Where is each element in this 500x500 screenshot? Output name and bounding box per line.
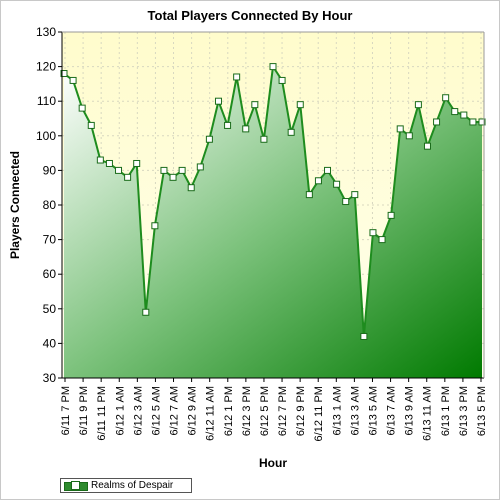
data-point: [105, 159, 113, 167]
data-point: [96, 156, 104, 164]
data-point: [333, 180, 341, 188]
data-point: [260, 135, 268, 143]
x-tick-label: 6/12 7 PM: [277, 386, 289, 436]
data-point: [133, 159, 141, 167]
x-tick-label: 6/13 7 AM: [386, 386, 398, 436]
data-point: [314, 177, 322, 185]
x-tick-label: 6/12 5 AM: [150, 386, 162, 436]
x-tick-label: 6/12 11 PM: [313, 386, 325, 441]
data-point: [460, 111, 468, 119]
x-tick-label: 6/12 3 AM: [132, 386, 144, 436]
x-tick-label: 6/12 5 PM: [259, 386, 271, 436]
x-tick-label: 6/13 9 AM: [404, 386, 416, 436]
x-tick-label: 6/11 7 PM: [60, 386, 72, 435]
legend-marker-icon: [71, 481, 80, 490]
data-point: [478, 118, 486, 126]
data-point: [433, 118, 441, 126]
data-point: [69, 76, 77, 84]
data-point: [378, 236, 386, 244]
data-point: [87, 121, 95, 129]
data-point: [124, 173, 132, 181]
data-point: [78, 104, 86, 112]
data-point: [369, 229, 377, 237]
x-tick-label: 6/13 5 AM: [367, 386, 379, 436]
data-point: [423, 142, 431, 150]
x-tick-label: 6/12 3 PM: [241, 386, 253, 436]
data-point: [196, 163, 204, 171]
x-tick-label: 6/13 3 AM: [349, 386, 361, 436]
data-point: [387, 211, 395, 219]
data-point: [305, 191, 313, 199]
x-tick-label: 6/11 11 PM: [96, 386, 108, 441]
legend: Realms of Despair: [60, 478, 192, 493]
data-point: [342, 198, 350, 206]
y-tick-label: 60: [43, 267, 57, 281]
y-tick-label: 110: [37, 94, 56, 108]
x-tick-label: 6/12 1 PM: [223, 386, 235, 436]
data-point: [278, 76, 286, 84]
y-tick-label: 40: [43, 336, 57, 350]
data-point: [60, 70, 68, 78]
data-point: [269, 63, 277, 71]
data-point: [169, 173, 177, 181]
data-point: [360, 332, 368, 340]
data-point: [115, 166, 123, 174]
x-tick-label: 6/12 7 AM: [169, 386, 181, 436]
y-tick-label: 50: [43, 302, 57, 316]
y-tick-label: 90: [43, 163, 57, 177]
y-tick-label: 80: [43, 198, 57, 212]
data-point: [242, 125, 250, 133]
x-tick-label: 6/12 9 PM: [295, 386, 307, 436]
chart-title: Total Players Connected By Hour: [147, 8, 353, 23]
y-tick-label: 100: [36, 129, 56, 143]
x-axis-label: Hour: [259, 456, 287, 470]
legend-label: Realms of Despair: [91, 480, 174, 491]
x-tick-label: 6/12 11 AM: [205, 386, 217, 441]
data-point: [233, 73, 241, 81]
data-point: [160, 166, 168, 174]
x-tick-label: 6/12 1 AM: [114, 386, 126, 436]
data-point: [251, 101, 259, 109]
x-tick-label: 6/13 11 AM: [422, 386, 434, 441]
data-point: [451, 108, 459, 116]
x-tick-label: 6/13 3 PM: [458, 386, 470, 436]
data-point: [442, 94, 450, 102]
data-point: [469, 118, 477, 126]
data-point: [414, 101, 422, 109]
x-tick-label: 6/13 1 AM: [331, 386, 343, 436]
data-point: [205, 135, 213, 143]
y-tick-label: 130: [36, 25, 56, 39]
x-tick-label: 6/13 1 PM: [440, 386, 452, 436]
data-point: [187, 184, 195, 192]
data-point: [214, 97, 222, 105]
y-tick-label: 120: [36, 60, 56, 74]
data-point: [396, 125, 404, 133]
data-point: [142, 308, 150, 316]
data-point: [296, 101, 304, 109]
data-point: [224, 121, 232, 129]
data-point: [287, 128, 295, 136]
series-area: [64, 66, 482, 378]
data-point: [351, 191, 359, 199]
data-point: [151, 222, 159, 230]
y-tick-label: 70: [43, 233, 57, 247]
y-tick-label: 30: [43, 371, 57, 385]
data-point: [324, 166, 332, 174]
x-tick-label: 6/12 9 AM: [187, 386, 199, 436]
x-tick-label: 6/13 5 PM: [476, 386, 488, 436]
data-point: [405, 132, 413, 140]
data-point: [178, 166, 186, 174]
x-tick-label: 6/11 9 PM: [78, 386, 90, 435]
